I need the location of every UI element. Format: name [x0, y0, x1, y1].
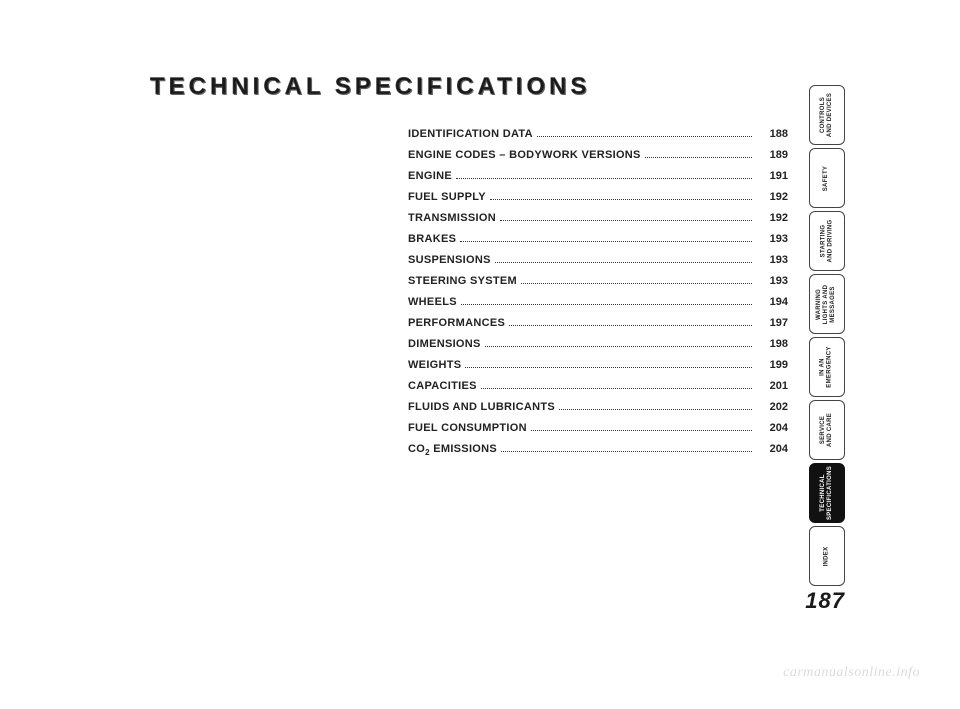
toc-page-number: 193	[756, 254, 788, 266]
tab-label: SAFETY	[823, 165, 830, 190]
toc-leader-dots	[537, 136, 752, 137]
toc-label: BRAKES	[408, 233, 456, 245]
tab-label: INDEX	[824, 546, 831, 566]
toc-label: STEERING SYSTEM	[408, 275, 517, 287]
toc-row: WEIGHTS 199	[408, 359, 788, 371]
toc-page-number: 198	[756, 338, 788, 350]
toc-page-number: 188	[756, 128, 788, 140]
toc-leader-dots	[495, 262, 752, 263]
toc-page-number: 193	[756, 233, 788, 245]
toc-row: TRANSMISSION 192	[408, 212, 788, 224]
toc-page-number: 192	[756, 212, 788, 224]
tab-safety[interactable]: SAFETY	[809, 148, 845, 208]
page-title: TECHNICAL SPECIFICATIONS	[150, 73, 590, 101]
toc-leader-dots	[481, 388, 752, 389]
toc-label: SUSPENSIONS	[408, 254, 491, 266]
tab-label: SERVICE AND CARE	[820, 413, 834, 447]
side-tabs: CONTROLS AND DEVICES SAFETY STARTING AND D…	[809, 85, 845, 586]
tab-label: CONTROLS AND DEVICES	[820, 93, 834, 137]
toc-label: PERFORMANCES	[408, 317, 505, 329]
toc-row: IDENTIFICATION DATA 188	[408, 128, 788, 140]
toc-label: CO2 EMISSIONS	[408, 443, 497, 457]
toc-page-number: 189	[756, 149, 788, 161]
toc-row: WHEELS 194	[408, 296, 788, 308]
toc-leader-dots	[461, 304, 752, 305]
watermark-text: carmanualsonline.info	[783, 665, 920, 681]
toc-leader-dots	[490, 199, 752, 200]
toc-list: IDENTIFICATION DATA 188 ENGINE CODES – BOD…	[408, 128, 788, 466]
toc-label: FUEL SUPPLY	[408, 191, 486, 203]
tab-label: STARTING AND DRIVING	[820, 220, 834, 263]
toc-row: ENGINE 191	[408, 170, 788, 182]
toc-leader-dots	[645, 157, 752, 158]
toc-page-number: 199	[756, 359, 788, 371]
tab-starting[interactable]: STARTING AND DRIVING	[809, 211, 845, 271]
page-container: TECHNICAL SPECIFICATIONS IDENTIFICATION …	[0, 0, 960, 709]
toc-leader-dots	[465, 367, 752, 368]
toc-row: STEERING SYSTEM 193	[408, 275, 788, 287]
toc-label: FLUIDS AND LUBRICANTS	[408, 401, 555, 413]
toc-page-number: 202	[756, 401, 788, 413]
toc-page-number: 204	[756, 422, 788, 434]
toc-label: CAPACITIES	[408, 380, 477, 392]
tab-techspec[interactable]: TECHNICAL SPECIFICATIONS	[809, 463, 845, 523]
toc-label: TRANSMISSION	[408, 212, 496, 224]
toc-leader-dots	[460, 241, 752, 242]
toc-leader-dots	[531, 430, 752, 431]
toc-row: PERFORMANCES 197	[408, 317, 788, 329]
toc-row: CO2 EMISSIONS 204	[408, 443, 788, 457]
toc-row: ENGINE CODES – BODYWORK VERSIONS 189	[408, 149, 788, 161]
toc-row: FUEL CONSUMPTION 204	[408, 422, 788, 434]
toc-page-number: 194	[756, 296, 788, 308]
toc-label: IDENTIFICATION DATA	[408, 128, 533, 140]
toc-page-number: 197	[756, 317, 788, 329]
tab-warning[interactable]: WARNING LIGHTS AND MESSAGES	[809, 274, 845, 334]
toc-label: ENGINE	[408, 170, 452, 182]
page-number: 187	[805, 588, 845, 614]
toc-label: WEIGHTS	[408, 359, 461, 371]
tab-service[interactable]: SERVICE AND CARE	[809, 400, 845, 460]
toc-row: BRAKES 193	[408, 233, 788, 245]
toc-page-number: 204	[756, 443, 788, 455]
toc-leader-dots	[485, 346, 752, 347]
tab-label: TECHNICAL SPECIFICATIONS	[820, 466, 834, 520]
toc-leader-dots	[500, 220, 752, 221]
tab-controls[interactable]: CONTROLS AND DEVICES	[809, 85, 845, 145]
toc-row: DIMENSIONS 198	[408, 338, 788, 350]
tab-label: IN AN EMERGENCY	[820, 346, 834, 387]
toc-leader-dots	[521, 283, 752, 284]
toc-leader-dots	[559, 409, 752, 410]
toc-row: FLUIDS AND LUBRICANTS 202	[408, 401, 788, 413]
toc-page-number: 191	[756, 170, 788, 182]
tab-index[interactable]: INDEX	[809, 526, 845, 586]
toc-row: CAPACITIES 201	[408, 380, 788, 392]
toc-label: FUEL CONSUMPTION	[408, 422, 527, 434]
tab-emergency[interactable]: IN AN EMERGENCY	[809, 337, 845, 397]
toc-label: WHEELS	[408, 296, 457, 308]
tab-label: WARNING LIGHTS AND MESSAGES	[817, 284, 838, 323]
toc-page-number: 201	[756, 380, 788, 392]
toc-row: SUSPENSIONS 193	[408, 254, 788, 266]
toc-row: FUEL SUPPLY 192	[408, 191, 788, 203]
toc-leader-dots	[456, 178, 752, 179]
toc-label: DIMENSIONS	[408, 338, 481, 350]
toc-leader-dots	[509, 325, 752, 326]
toc-page-number: 192	[756, 191, 788, 203]
toc-page-number: 193	[756, 275, 788, 287]
toc-label: ENGINE CODES – BODYWORK VERSIONS	[408, 149, 641, 161]
toc-leader-dots	[501, 451, 752, 452]
